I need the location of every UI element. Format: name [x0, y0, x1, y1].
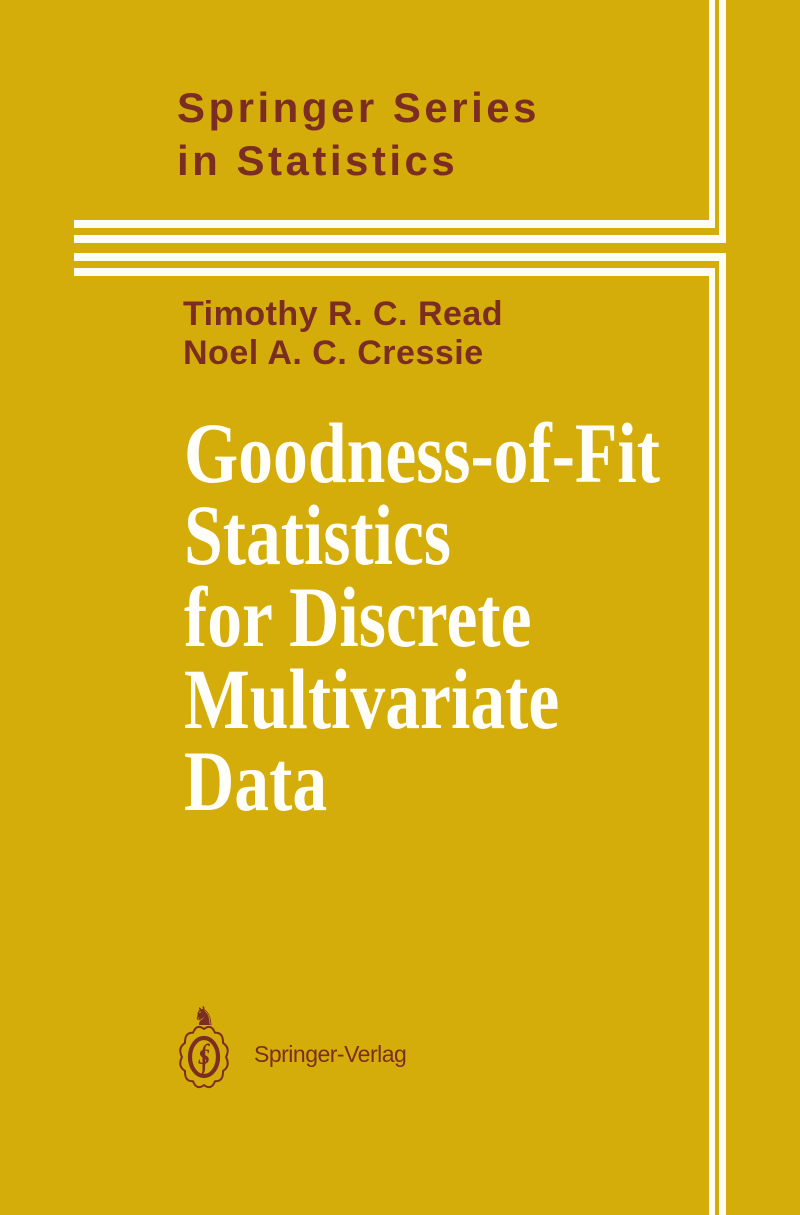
book-title-line-4: Multivariate — [184, 651, 560, 747]
frame-right-inner-vertical-rule-top — [709, 0, 715, 228]
book-title-line-2: Statistics — [184, 487, 452, 583]
emblem-monogram-integral: ∫ — [197, 1039, 210, 1076]
series-heading: Springer Series in Statistics — [177, 81, 540, 187]
frame-right-outer-vertical-rule-bottom — [719, 253, 726, 1215]
frame-horizontal-rule-2 — [74, 235, 726, 243]
author-name-2: Noel A. C. Cressie — [183, 333, 484, 372]
book-title-line-3: for Discrete — [184, 569, 532, 665]
authors-block: Timothy R. C. Read Noel A. C. Cressie — [183, 295, 503, 372]
frame-horizontal-rule-4 — [74, 268, 715, 276]
frame-horizontal-rule-1 — [74, 220, 715, 228]
emblem-cartouche-outline — [179, 1025, 229, 1089]
series-heading-line2: in Statistics — [177, 137, 459, 184]
publisher-name: Springer-Verlag — [254, 1041, 407, 1067]
springer-knight-emblem-icon: ♞ ∫ S — [179, 1002, 229, 1089]
book-title: Goodness-of-Fit Statistics for Discrete … — [184, 405, 660, 829]
frame-right-inner-vertical-rule-bottom — [709, 268, 715, 1215]
frame-right-outer-vertical-rule-top — [719, 0, 726, 243]
frame-horizontal-rule-3 — [74, 253, 726, 261]
emblem-oval-ring — [187, 1035, 221, 1079]
book-title-line-1: Goodness-of-Fit — [184, 405, 660, 501]
book-title-line-5: Data — [184, 733, 328, 829]
series-heading-line1: Springer Series — [177, 84, 540, 131]
emblem-monogram-s: S — [198, 1044, 210, 1069]
emblem-knight-glyph: ♞ — [192, 1002, 215, 1032]
author-name-1: Timothy R. C. Read — [183, 295, 504, 333]
